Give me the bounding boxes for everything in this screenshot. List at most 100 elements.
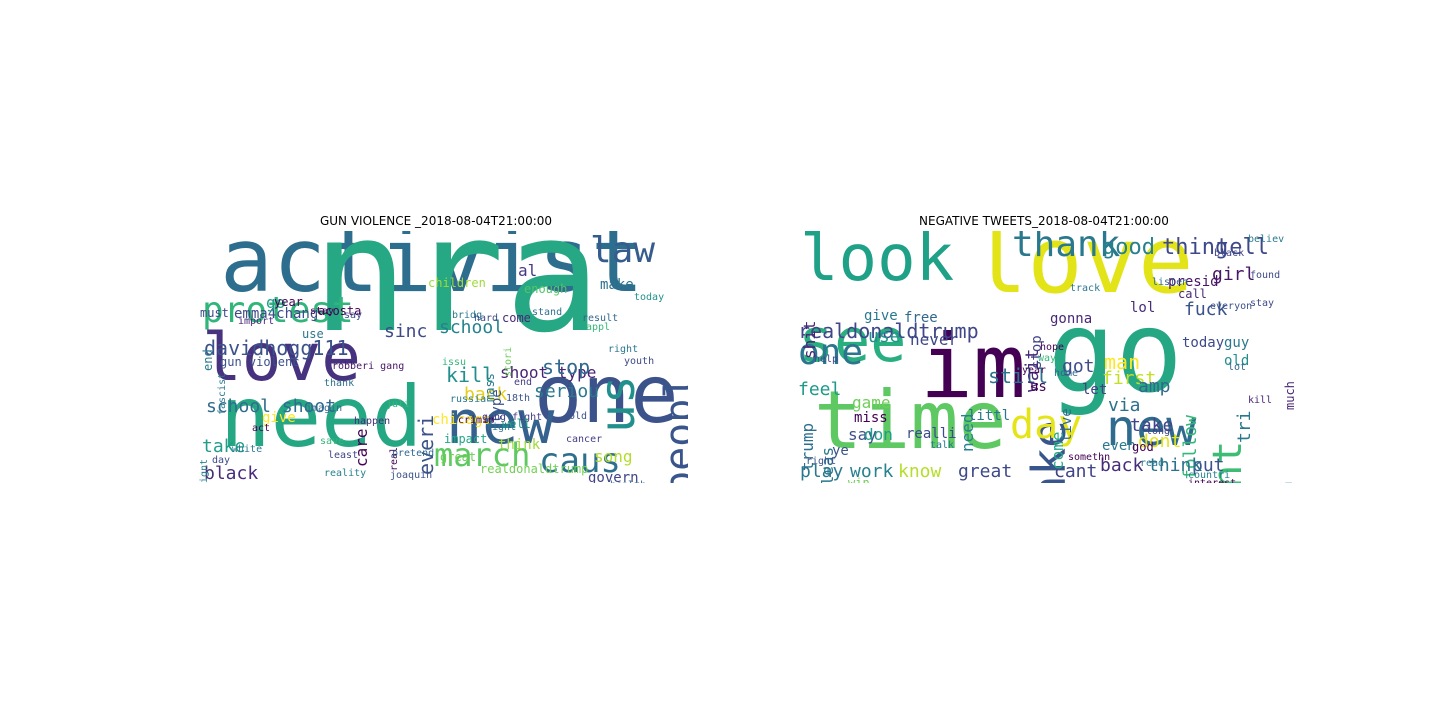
cloud-word: ignt [199, 458, 210, 483]
cloud-word: back [1100, 455, 1144, 476]
wordcloud-panel-gun-violence: GUN VIOLENCE _2018-08-04T21:00:00 activi… [184, 212, 688, 484]
cloud-word: robberi gang [332, 361, 405, 372]
cloud-word: acosta [318, 304, 362, 318]
cloud-word: live [1059, 407, 1075, 442]
cloud-word: new [1106, 399, 1197, 457]
cloud-word: realdonaldtrump [480, 462, 589, 476]
cloud-word: give [864, 308, 898, 324]
cloud-word: feel [798, 379, 842, 400]
cloud-word: peopl [657, 374, 688, 483]
cloud-word: day [212, 455, 231, 466]
cloud-word: school [439, 317, 505, 338]
cloud-word: happen [354, 416, 391, 427]
cloud-word: govern [588, 470, 639, 483]
cloud-word: shoot type [500, 363, 597, 382]
cloud-word: kill [446, 363, 495, 387]
cloud-word: old [1224, 353, 1250, 369]
cloud-word: us [1030, 379, 1047, 395]
cloud-word: right [806, 456, 837, 467]
cloud-word: still [988, 364, 1049, 388]
cloud-word: miss [854, 410, 888, 426]
wordcloud-panel-negative-tweets: NEGATIVE TWEETS_2018-08-04T21:00:00 love… [794, 212, 1294, 484]
panel-title: NEGATIVE TWEETS_2018-08-04T21:00:00 [919, 214, 1169, 228]
cloud-word: least [328, 450, 359, 461]
cloud-word: gun violenc [220, 355, 300, 369]
cloud-word: fuck [1184, 299, 1228, 320]
cloud-word: time [814, 374, 1007, 467]
cloud-word: import [238, 316, 275, 327]
cloud-word: law [590, 231, 656, 271]
cloud-word: work [850, 461, 894, 482]
cloud-word: dont [1138, 431, 1182, 452]
panel-title: GUN VIOLENCE _2018-08-04T21:00:00 [319, 214, 553, 228]
cloud-word: children [428, 276, 486, 290]
cloud-word: today [634, 292, 665, 303]
wordcloud-canvas: lovegopeoplimtimelookseenewwantmakedayon… [794, 231, 1294, 483]
cloud-word: gang fight [482, 412, 543, 423]
cloud-word: stop [542, 355, 591, 379]
cloud-word: put [1192, 455, 1225, 476]
cloud-word: guy [1224, 335, 1250, 351]
cloud-word: believ [1248, 234, 1285, 245]
cloud-word: come [502, 311, 531, 325]
cloud-word: man [1104, 350, 1141, 374]
cloud-word: stand [532, 307, 563, 318]
cloud-word: via [1108, 395, 1141, 416]
cloud-word: realli [906, 426, 957, 442]
cloud-word: pretend [392, 448, 435, 459]
cloud-word: end [514, 377, 533, 388]
cloud-word: presid [1168, 274, 1219, 290]
cloud-word: think [498, 437, 541, 453]
cloud-word: bridg [452, 310, 483, 321]
cloud-word: russia [450, 394, 487, 405]
cloud-word: first [1102, 368, 1157, 389]
cloud-word: got [1062, 356, 1095, 377]
cloud-word: go [1048, 288, 1183, 418]
cloud-word: use [302, 327, 324, 341]
cloud-word: one [798, 332, 864, 373]
cloud-word: black [1214, 248, 1245, 259]
cloud-word: free [904, 310, 938, 326]
cloud-word: song [594, 447, 633, 466]
wordcloud-canvas: activist nra need one love new protest us law peo… [184, 231, 688, 483]
cloud-word: march [434, 436, 531, 474]
cloud-word: 18th [506, 393, 531, 404]
cloud-word: god [1132, 440, 1154, 454]
cloud-word: track [1070, 283, 1101, 294]
cloud-word: found [1250, 270, 1281, 281]
cloud-word: stori [503, 346, 514, 377]
cloud-word: littl [968, 408, 1011, 424]
cloud-word: al [518, 261, 538, 280]
cloud-word: sinc [384, 321, 428, 342]
cloud-word: thing [1162, 235, 1229, 260]
cloud-word: activist [220, 231, 644, 312]
cloud-word: white [232, 444, 263, 455]
cloud-word: take [1130, 415, 1174, 436]
cloud-word: joaquin [390, 470, 433, 481]
cloud-word: day [1010, 402, 1083, 448]
cloud-word: result [582, 313, 619, 324]
cloud-word: look [800, 231, 955, 296]
cloud-word: today [1182, 335, 1225, 351]
cloud-word: make [600, 277, 634, 293]
cloud-word: juli [386, 399, 411, 410]
cloud-word: appl [586, 322, 611, 333]
cloud-word: save [320, 436, 345, 447]
cloud-word: must [200, 306, 229, 320]
cloud-word: great [958, 461, 1013, 482]
cloud-word: thank [1012, 231, 1121, 265]
cloud-word: amp [1138, 376, 1171, 397]
cloud-word: know [898, 461, 942, 482]
cloud-word: girl [1212, 264, 1256, 285]
cloud-word: thank [324, 378, 355, 389]
cloud-word: win [848, 476, 870, 483]
cloud-word: say [848, 425, 877, 444]
cloud-word: year [1022, 365, 1047, 376]
cloud-word: great [440, 450, 477, 464]
cloud-word: stay [1250, 298, 1275, 309]
cloud-word: even [1102, 438, 1136, 454]
cloud-word: call [1178, 287, 1207, 301]
cloud-word: right [608, 344, 639, 355]
cloud-word: seriou [534, 381, 600, 402]
cloud-word: enough [524, 282, 568, 296]
